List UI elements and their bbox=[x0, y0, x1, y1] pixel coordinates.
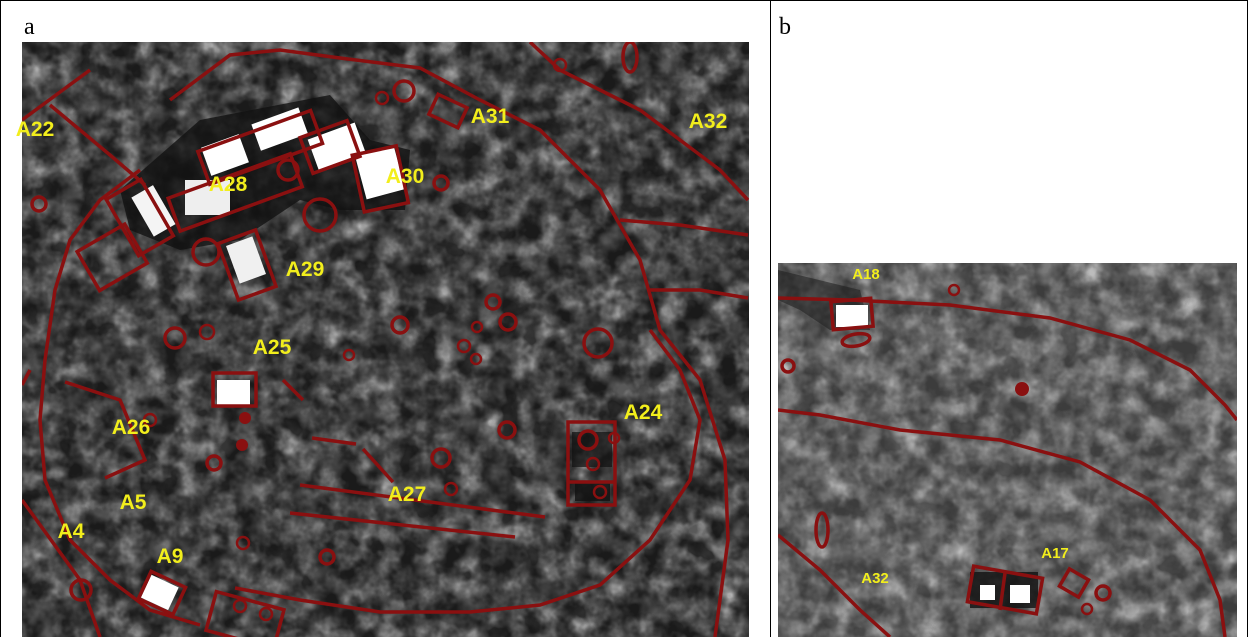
figure: a b bbox=[0, 0, 1248, 637]
feature-label: A18 bbox=[852, 266, 880, 283]
feature-label: A24 bbox=[624, 401, 663, 424]
panel-label: a bbox=[24, 14, 35, 40]
feature-label: A5 bbox=[120, 491, 147, 514]
feature-label: A31 bbox=[471, 105, 510, 128]
feature-label: A28 bbox=[209, 173, 248, 196]
feature-label: A29 bbox=[286, 258, 325, 281]
feature-label: A25 bbox=[253, 336, 292, 359]
panel-a-image bbox=[22, 42, 749, 637]
feature-label: A4 bbox=[58, 520, 85, 543]
feature-label: A30 bbox=[386, 165, 425, 188]
feature-label: A27 bbox=[388, 483, 427, 506]
feature-label: A26 bbox=[112, 416, 151, 439]
feature-label: A22 bbox=[16, 118, 55, 141]
feature-label: A32 bbox=[689, 110, 728, 133]
panel-label: b bbox=[779, 14, 791, 40]
feature-label: A17 bbox=[1041, 545, 1069, 562]
feature-label: A32 bbox=[861, 570, 889, 587]
panel-b-image bbox=[778, 263, 1237, 637]
feature-label: A9 bbox=[157, 545, 184, 568]
